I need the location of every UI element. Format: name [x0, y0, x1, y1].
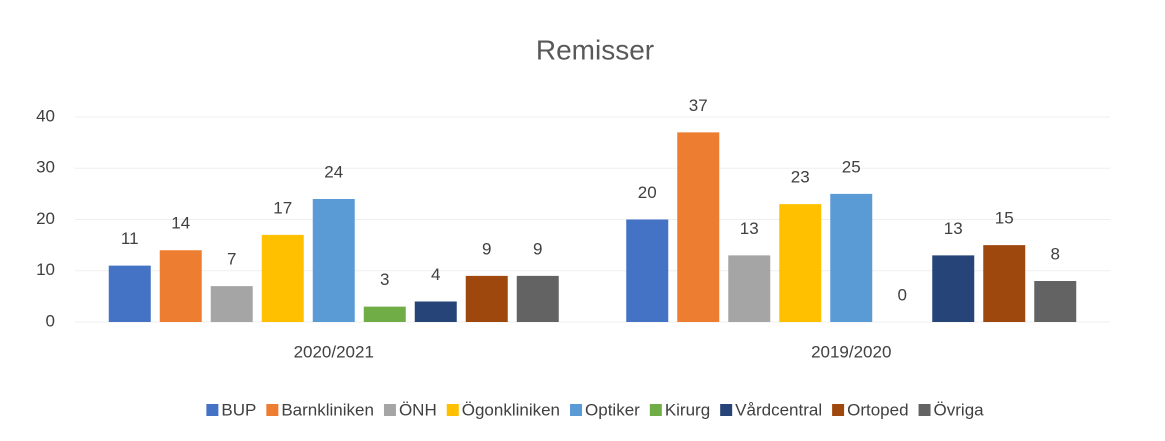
legend-swatch: [720, 404, 733, 416]
bar: [159, 250, 202, 322]
value-label: 4: [431, 265, 440, 284]
legend-label: Ortoped: [847, 400, 908, 419]
bar: [677, 132, 720, 322]
bar: [779, 204, 822, 322]
value-label: 23: [791, 168, 810, 187]
bar: [932, 255, 975, 322]
x-tick-label: 2019/2020: [811, 342, 891, 361]
y-tick-label: 20: [36, 209, 55, 228]
bar: [983, 245, 1026, 322]
value-label: 20: [638, 183, 657, 202]
bar: [465, 275, 508, 322]
value-label: 17: [273, 198, 292, 217]
y-tick-label: 40: [36, 106, 55, 125]
value-label: 9: [482, 239, 491, 258]
y-tick-label: 10: [36, 260, 55, 279]
value-label: 37: [689, 96, 708, 115]
legend-label: Övriga: [934, 400, 985, 419]
bar: [830, 193, 873, 322]
value-label: 11: [121, 229, 139, 248]
value-label: 0: [898, 285, 907, 304]
bar: [1034, 281, 1077, 322]
legend-label: Kirurg: [665, 400, 710, 419]
legend-swatch: [649, 404, 662, 416]
legend-swatch: [446, 404, 459, 416]
value-label: 9: [533, 239, 542, 258]
y-tick-label: 30: [36, 158, 55, 177]
value-label: 13: [740, 219, 759, 238]
value-label: 24: [324, 162, 343, 181]
x-tick-label: 2020/2021: [294, 342, 374, 361]
bar: [312, 199, 355, 322]
legend-label: Optiker: [585, 400, 640, 419]
value-label: 7: [227, 250, 236, 269]
y-tick-label: 0: [46, 311, 55, 330]
value-label: 15: [995, 209, 1014, 228]
legend-swatch: [383, 404, 396, 416]
value-label: 8: [1051, 244, 1060, 263]
legend-swatch: [570, 404, 583, 416]
chart-title: Remisser: [536, 34, 654, 65]
legend-label: Ögonkliniken: [462, 400, 560, 419]
bar: [626, 219, 669, 322]
legend-label: BUP: [221, 400, 256, 419]
bar: [210, 286, 253, 322]
bar: [363, 306, 406, 322]
bar: [261, 234, 304, 322]
legend-swatch: [918, 404, 931, 416]
value-label: 14: [171, 214, 190, 233]
value-label: 3: [380, 270, 389, 289]
bar: [728, 255, 771, 322]
legend-label: ÖNH: [399, 400, 437, 419]
value-label: 25: [842, 157, 861, 176]
legend-label: Barnkliniken: [281, 400, 374, 419]
value-label: 13: [944, 219, 963, 238]
legend-swatch: [266, 404, 279, 416]
bar: [516, 275, 559, 322]
legend-swatch: [832, 404, 845, 416]
bar: [108, 265, 151, 322]
legend-label: Vårdcentral: [735, 400, 822, 419]
bar: [414, 301, 457, 322]
legend-swatch: [206, 404, 219, 416]
